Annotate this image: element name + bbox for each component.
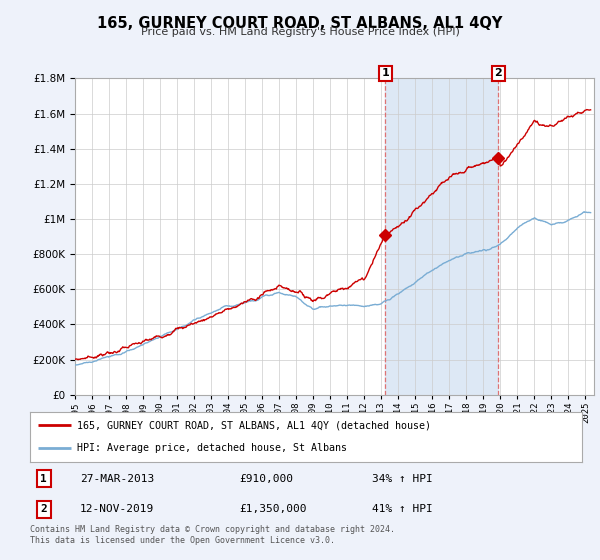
Text: 1: 1 — [382, 68, 389, 78]
Text: 41% ↑ HPI: 41% ↑ HPI — [372, 504, 433, 514]
Text: £910,000: £910,000 — [240, 474, 294, 484]
Text: 1: 1 — [40, 474, 47, 484]
Text: 27-MAR-2013: 27-MAR-2013 — [80, 474, 154, 484]
Text: 34% ↑ HPI: 34% ↑ HPI — [372, 474, 433, 484]
Text: 2: 2 — [494, 68, 502, 78]
Text: 2: 2 — [40, 504, 47, 514]
Text: Contains HM Land Registry data © Crown copyright and database right 2024.
This d: Contains HM Land Registry data © Crown c… — [30, 525, 395, 545]
Text: HPI: Average price, detached house, St Albans: HPI: Average price, detached house, St A… — [77, 444, 347, 454]
Text: Price paid vs. HM Land Registry's House Price Index (HPI): Price paid vs. HM Land Registry's House … — [140, 27, 460, 37]
Text: 165, GURNEY COURT ROAD, ST ALBANS, AL1 4QY (detached house): 165, GURNEY COURT ROAD, ST ALBANS, AL1 4… — [77, 420, 431, 430]
Text: 165, GURNEY COURT ROAD, ST ALBANS, AL1 4QY: 165, GURNEY COURT ROAD, ST ALBANS, AL1 4… — [97, 16, 503, 31]
Bar — [385, 78, 498, 395]
Text: £1,350,000: £1,350,000 — [240, 504, 307, 514]
Text: 12-NOV-2019: 12-NOV-2019 — [80, 504, 154, 514]
